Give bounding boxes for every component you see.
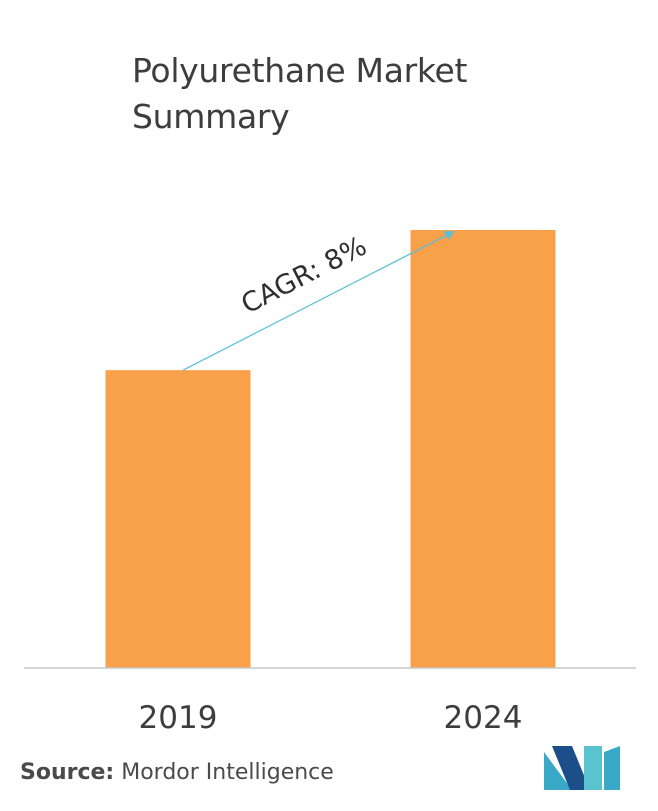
source-text: Mordor Intelligence	[121, 760, 334, 785]
bar-2024	[410, 230, 556, 668]
x-tick-label-2024: 2024	[444, 700, 523, 736]
chart-title-line-1: Polyurethane Market	[132, 51, 468, 90]
x-tick-label-2019: 2019	[139, 700, 218, 736]
x-tick-labels: 2019 2024	[139, 700, 523, 736]
chart-title: Polyurethane Market Summary	[132, 48, 552, 140]
bar-2019	[105, 370, 251, 668]
source-line: Source: Mordor Intelligence	[20, 760, 334, 785]
cagr-arrow	[182, 231, 455, 371]
cagr-label: CAGR: 8%	[236, 231, 371, 321]
mordor-intelligence-logo-icon	[544, 746, 620, 790]
chart-title-line-2: Summary	[132, 97, 290, 136]
bars-group	[105, 230, 556, 668]
source-label: Source:	[20, 760, 115, 785]
